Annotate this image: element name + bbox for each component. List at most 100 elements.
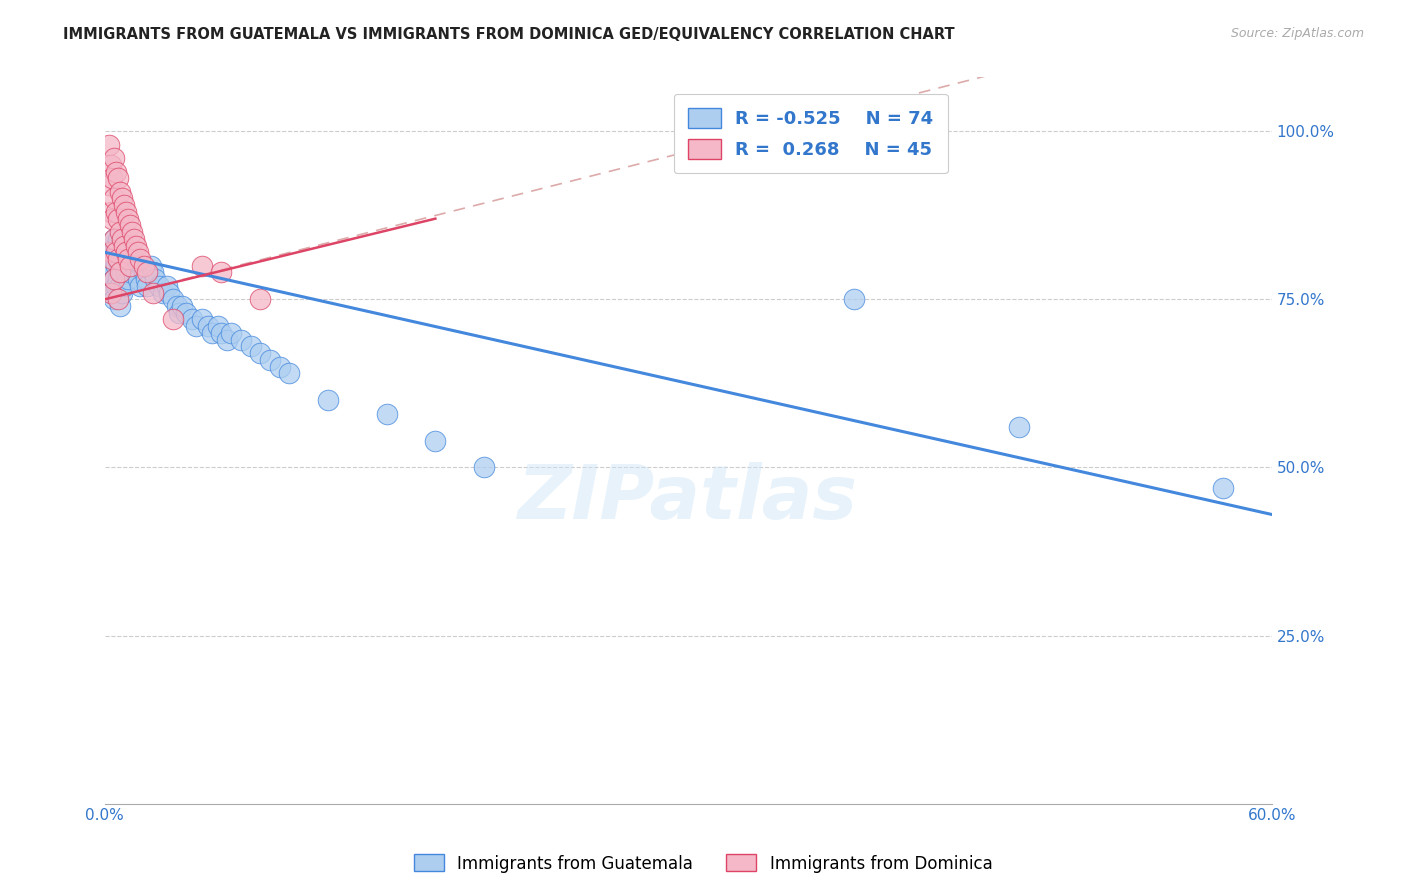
Text: ZIPatlas: ZIPatlas: [519, 462, 858, 535]
Point: [110, 299, 132, 313]
Point: [249, 293, 271, 307]
Point: [842, 293, 865, 307]
Point: [132, 265, 155, 279]
Point: [115, 205, 138, 219]
Point: [100, 265, 122, 279]
Point: [115, 245, 138, 260]
Point: [148, 278, 170, 293]
Point: [110, 225, 132, 239]
Point: [103, 151, 125, 165]
Point: [107, 293, 129, 307]
Point: [152, 285, 174, 300]
Point: [112, 238, 135, 252]
Point: [111, 232, 134, 246]
Point: [107, 171, 129, 186]
Point: [181, 312, 204, 326]
Point: [101, 252, 124, 266]
Point: [141, 259, 163, 273]
Point: [121, 252, 143, 266]
Point: [125, 265, 148, 279]
Point: [1212, 481, 1234, 495]
Point: [100, 245, 122, 260]
Point: [112, 238, 135, 252]
Point: [103, 232, 125, 246]
Legend: R = -0.525    N = 74, R =  0.268    N = 45: R = -0.525 N = 74, R = 0.268 N = 45: [673, 94, 948, 173]
Point: [112, 259, 135, 273]
Point: [162, 293, 184, 307]
Point: [112, 278, 135, 293]
Point: [101, 211, 124, 226]
Point: [127, 245, 149, 260]
Point: [207, 319, 229, 334]
Text: Source: ZipAtlas.com: Source: ZipAtlas.com: [1230, 27, 1364, 40]
Point: [117, 211, 139, 226]
Point: [101, 238, 124, 252]
Point: [97, 178, 120, 192]
Point: [100, 158, 122, 172]
Point: [103, 252, 125, 266]
Point: [122, 232, 145, 246]
Point: [197, 319, 219, 334]
Point: [103, 232, 125, 246]
Point: [107, 232, 129, 246]
Point: [103, 293, 125, 307]
Point: [127, 272, 149, 286]
Point: [103, 272, 125, 286]
Point: [100, 205, 122, 219]
Point: [167, 306, 190, 320]
Point: [112, 198, 135, 212]
Point: [111, 191, 134, 205]
Point: [97, 137, 120, 152]
Point: [118, 245, 141, 260]
Point: [105, 205, 128, 219]
Point: [121, 225, 143, 239]
Point: [157, 285, 180, 300]
Legend: Immigrants from Guatemala, Immigrants from Dominica: Immigrants from Guatemala, Immigrants fr…: [406, 847, 1000, 880]
Point: [425, 434, 447, 448]
Point: [105, 238, 128, 252]
Point: [209, 326, 232, 340]
Point: [100, 285, 122, 300]
Point: [105, 278, 128, 293]
Point: [143, 272, 166, 286]
Point: [117, 272, 139, 286]
Point: [201, 326, 224, 340]
Point: [142, 265, 165, 279]
Point: [122, 259, 145, 273]
Point: [318, 393, 340, 408]
Point: [217, 333, 239, 347]
Point: [136, 265, 159, 279]
Point: [103, 191, 125, 205]
Point: [229, 333, 252, 347]
Point: [278, 366, 301, 380]
Point: [136, 278, 159, 293]
Point: [135, 272, 157, 286]
Point: [118, 219, 141, 233]
Point: [259, 352, 281, 367]
Point: [105, 259, 128, 273]
Point: [249, 346, 271, 360]
Point: [101, 259, 124, 273]
Point: [111, 245, 134, 260]
Point: [156, 278, 179, 293]
Point: [110, 265, 132, 279]
Point: [125, 238, 148, 252]
Point: [110, 238, 132, 252]
Point: [110, 185, 132, 199]
Point: [117, 252, 139, 266]
Text: IMMIGRANTS FROM GUATEMALA VS IMMIGRANTS FROM DOMINICA GED/EQUIVALENCY CORRELATIO: IMMIGRANTS FROM GUATEMALA VS IMMIGRANTS …: [63, 27, 955, 42]
Point: [239, 339, 262, 353]
Point: [117, 252, 139, 266]
Point: [111, 265, 134, 279]
Point: [101, 171, 124, 186]
Point: [105, 164, 128, 178]
Point: [209, 265, 232, 279]
Point: [118, 259, 141, 273]
Point: [191, 312, 214, 326]
Point: [115, 265, 138, 279]
Point: [128, 252, 150, 266]
Point: [107, 272, 129, 286]
Point: [472, 460, 495, 475]
Point: [375, 407, 398, 421]
Point: [172, 299, 194, 313]
